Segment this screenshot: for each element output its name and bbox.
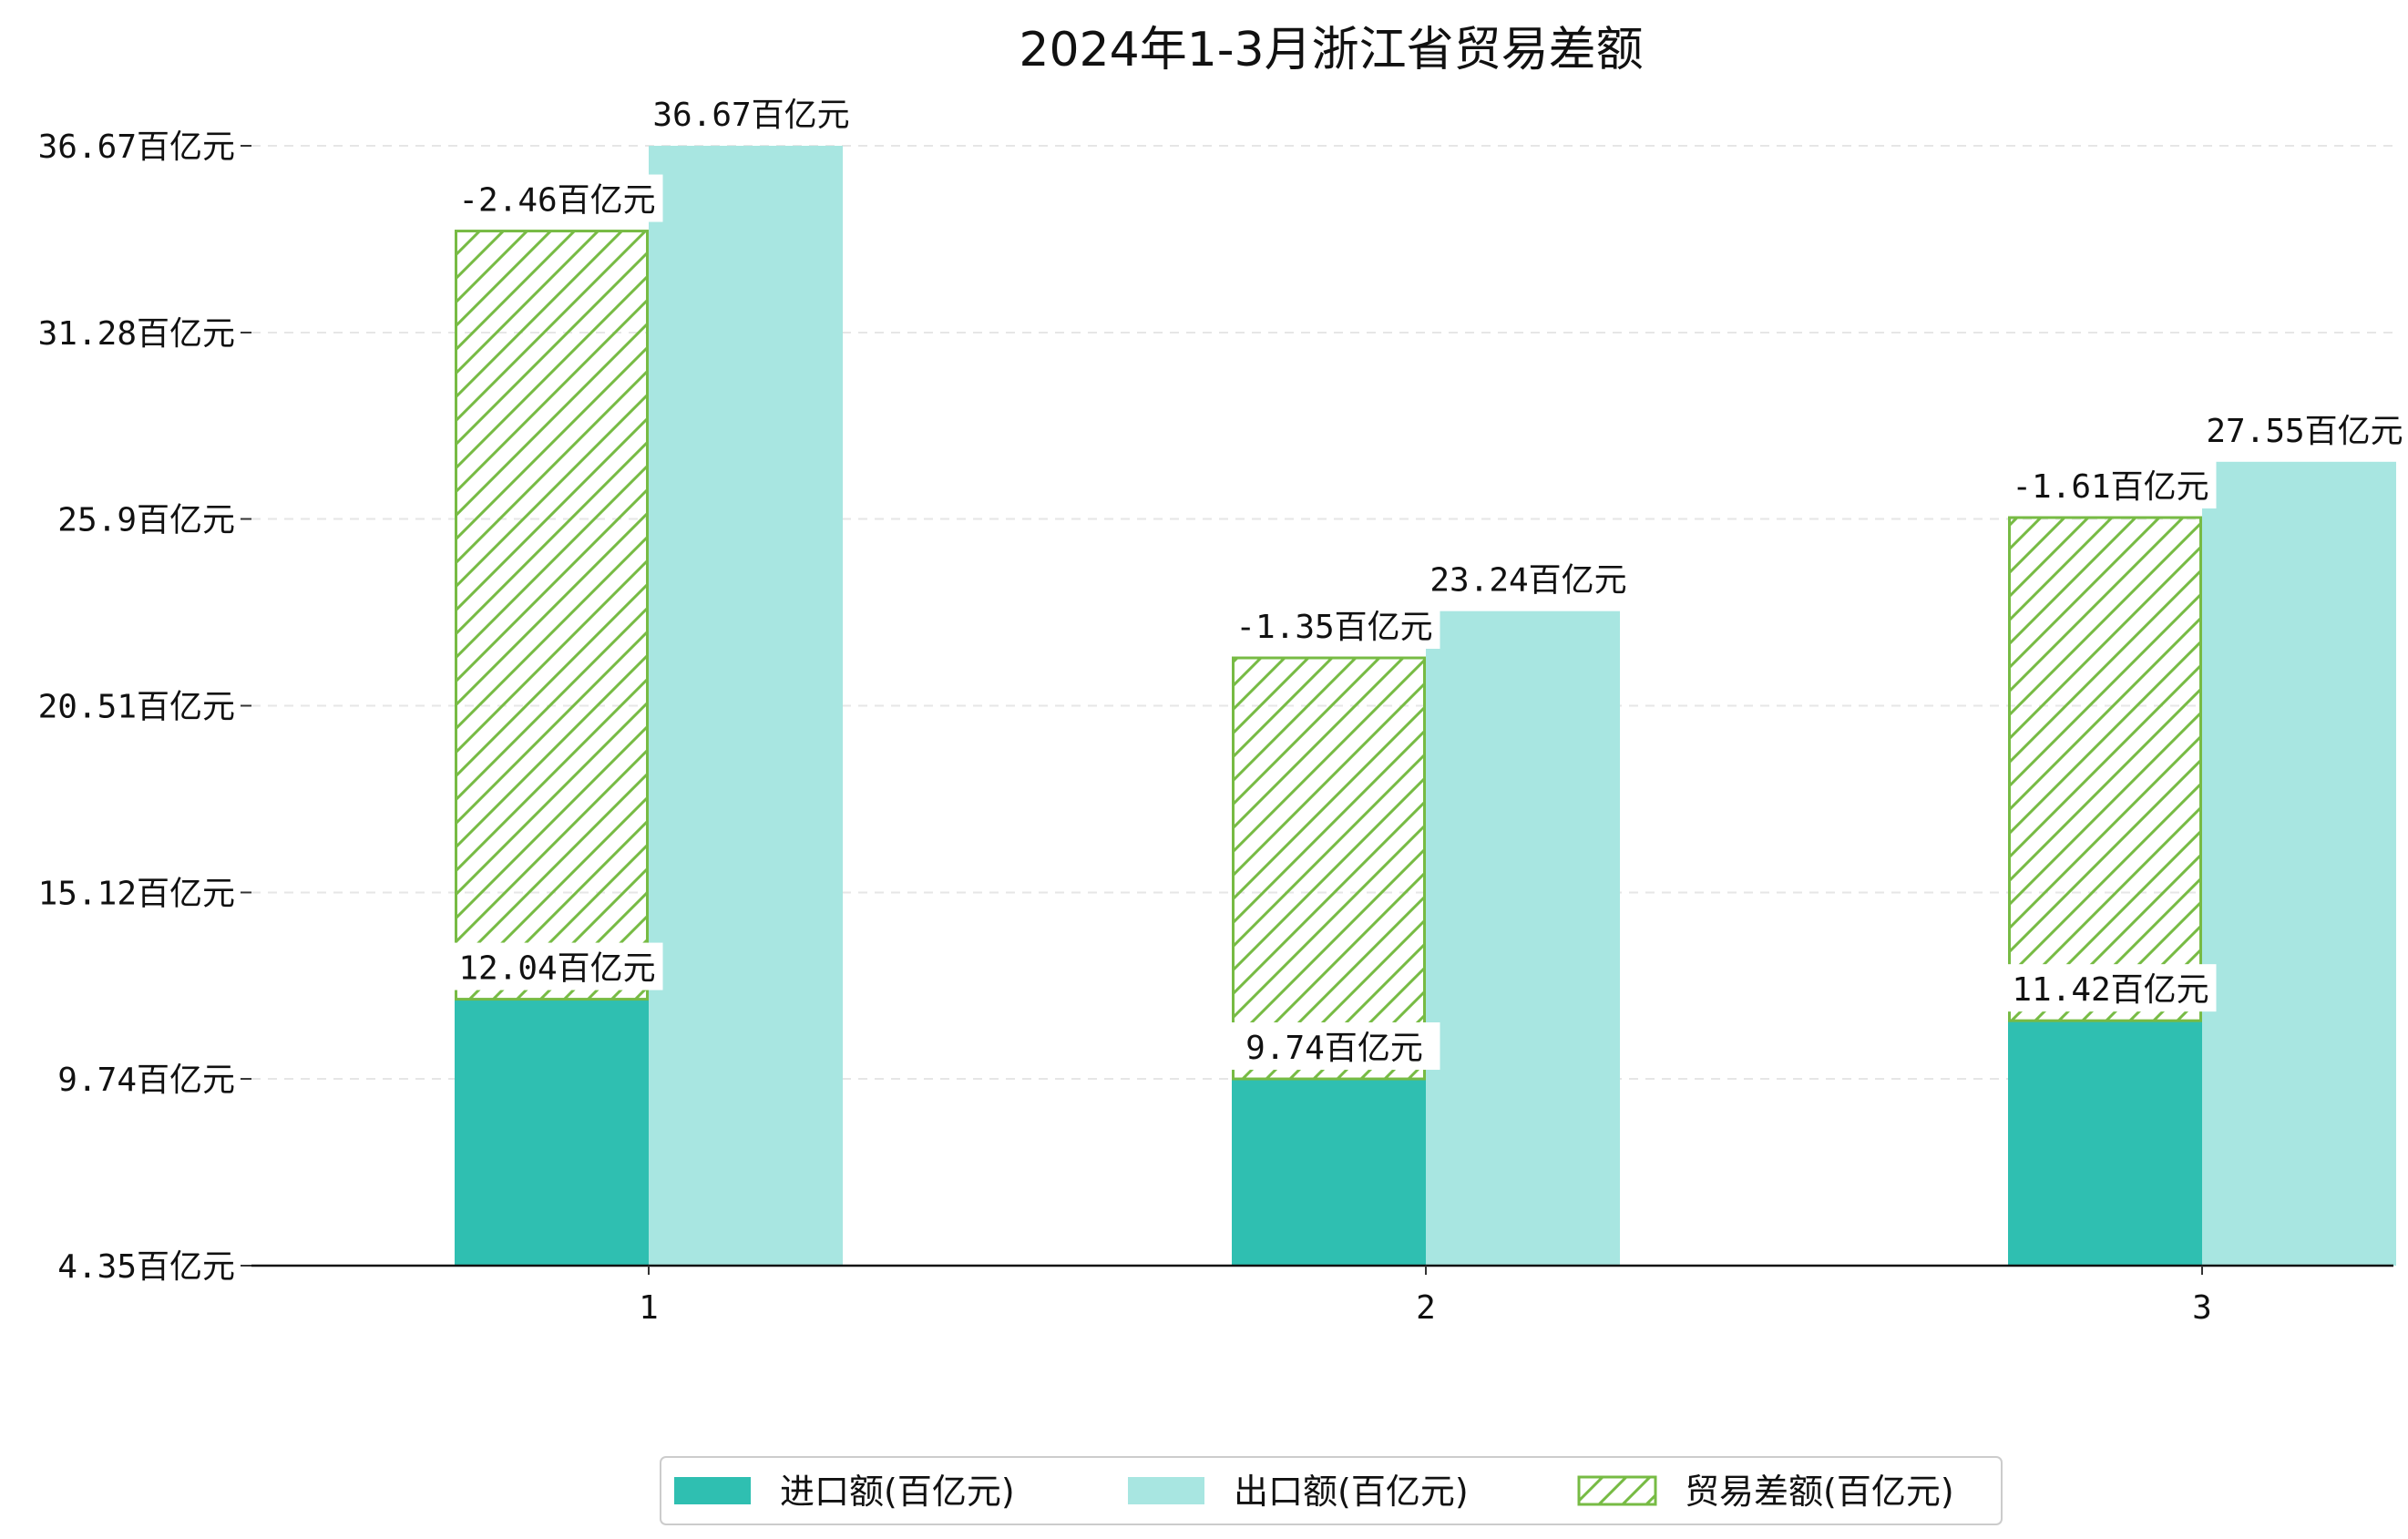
export-value-label-background [2213, 405, 2396, 453]
y-tick-label: 9.74百亿元 [57, 1062, 235, 1099]
legend-export-label: 出口额(百亿元) [1234, 1472, 1469, 1512]
export-bar [1426, 610, 1620, 1266]
export-value-label-background [1437, 554, 1620, 602]
trade-balance-bar [455, 230, 649, 1001]
balance-value-label: -1.35百亿元 [1235, 609, 1432, 646]
import-value-label-background [451, 942, 663, 990]
balance-value-label-background [2004, 461, 2217, 509]
data-labels: 36.67百亿元 -2.46百亿元 12.04百亿元 23.24百亿元 -1.35百亿元… [451, 89, 2403, 1071]
y-axis: 4.35百亿元 9.74百亿元 15.12百亿元 20.51百亿元 25.9百亿元 31.… [38, 128, 251, 1286]
y-tick-label: 25.9百亿元 [57, 502, 235, 539]
x-tick-label: 1 [639, 1289, 659, 1327]
export-bar [649, 146, 843, 1266]
export-bar [2202, 461, 2396, 1267]
x-tick-label: 3 [2192, 1289, 2212, 1327]
balance-value-label-group: -1.61百亿元 [2004, 461, 2217, 509]
import-bar [455, 999, 649, 1266]
export-value-label: 36.67百亿元 [652, 97, 849, 134]
export-value-label: 27.55百亿元 [2206, 413, 2403, 450]
import-value-label: 9.74百亿元 [1245, 1030, 1423, 1067]
import-value-label-background [1228, 1022, 1440, 1071]
export-value-label-group: 27.55百亿元 [2206, 405, 2403, 453]
import-value-label: 12.04百亿元 [458, 950, 655, 988]
import-bar [2008, 1021, 2202, 1266]
import-bar [1232, 1079, 1426, 1266]
export-value-label: 23.24百亿元 [1429, 562, 1626, 600]
legend: 进口额(百亿元) 出口额(百亿元) 贸易差额(百亿元) [660, 1456, 2003, 1525]
balance-value-label: -1.61百亿元 [2012, 468, 2208, 506]
y-tick-label: 31.28百亿元 [38, 315, 235, 353]
y-tick-label: 36.67百亿元 [38, 128, 235, 166]
balance-value-label-background [1228, 601, 1440, 650]
import-value-label-group: 12.04百亿元 [451, 942, 663, 990]
x-tick-label: 2 [1416, 1289, 1436, 1327]
chart-title: 2024年1-3月浙江省贸易差额 [1019, 23, 1643, 77]
balance-value-label-group: -1.35百亿元 [1228, 601, 1440, 650]
import-value-label-group: 11.42百亿元 [2004, 964, 2217, 1012]
legend-balance-label: 贸易差额(百亿元) [1685, 1472, 1954, 1512]
balance-value-label-group: -2.46百亿元 [451, 174, 663, 222]
export-value-label-group: 23.24百亿元 [1429, 554, 1627, 602]
trade-balance-bar [2008, 516, 2202, 1022]
trade-balance-bar [1232, 656, 1426, 1081]
legend-import-swatch [674, 1477, 751, 1504]
import-value-label-group: 9.74百亿元 [1228, 1022, 1440, 1071]
legend-box [660, 1456, 2003, 1525]
balance-value-label-background [451, 174, 663, 222]
y-tick-label: 20.51百亿元 [38, 689, 235, 726]
y-tick-label: 15.12百亿元 [38, 875, 235, 912]
legend-balance-swatch [1577, 1475, 1657, 1506]
legend-import-label: 进口额(百亿元) [780, 1472, 1015, 1512]
legend-export-swatch [1128, 1477, 1204, 1504]
balance-value-label: -2.46百亿元 [458, 182, 655, 220]
import-value-label-background [2004, 964, 2217, 1012]
export-value-label-background [660, 89, 843, 137]
y-tick-label: 4.35百亿元 [57, 1248, 235, 1286]
export-value-label-group: 36.67百亿元 [652, 89, 850, 137]
import-value-label: 11.42百亿元 [2012, 971, 2208, 1009]
bars [455, 146, 2396, 1267]
x-axis: 1 2 3 [251, 1264, 2393, 1327]
